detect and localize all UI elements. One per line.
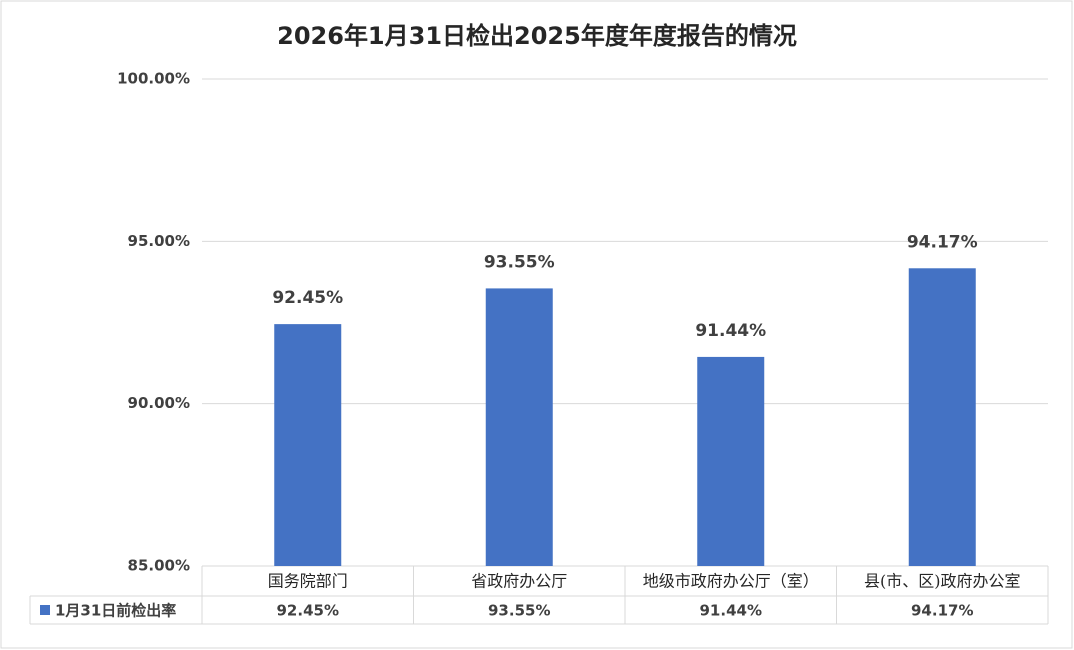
data-label: 92.45% (272, 288, 343, 308)
y-tick-label: 85.00% (128, 557, 190, 575)
y-tick-label: 100.00% (117, 70, 190, 88)
table-value: 93.55% (488, 602, 550, 620)
bar (697, 356, 765, 566)
x-tick-label: 县(市、区)政府办公室 (864, 572, 1021, 591)
x-tick-label: 地级市政府办公厅（室） (643, 572, 819, 591)
chart-title: 2026年1月31日检出2025年度年度报告的情况 (277, 22, 797, 50)
legend-swatch (40, 605, 50, 615)
y-tick-label: 95.00% (128, 232, 190, 250)
bar (485, 288, 553, 566)
bar (274, 324, 342, 566)
table-value: 94.17% (911, 602, 973, 620)
data-label: 94.17% (907, 232, 978, 252)
data-label: 93.55% (484, 252, 555, 272)
table-value: 91.44% (700, 602, 762, 620)
data-label: 91.44% (695, 321, 766, 341)
x-tick-label: 国务院部门 (268, 572, 348, 591)
table-value: 92.45% (277, 602, 339, 620)
y-tick-label: 90.00% (128, 394, 190, 412)
legend-label: 1月31日前检出率 (55, 602, 176, 620)
bar (908, 268, 976, 566)
x-tick-label: 省政府办公厅 (471, 572, 567, 591)
